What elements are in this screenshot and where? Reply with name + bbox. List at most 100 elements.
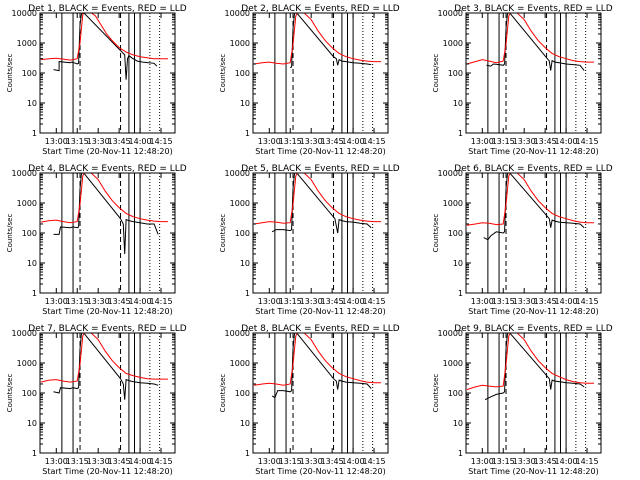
y-tick-label: 10 — [240, 259, 250, 268]
y-tick-label: 1 — [458, 449, 463, 458]
x-tick-label: 13:30 — [87, 457, 110, 466]
y-tick-label: 10000 — [12, 169, 37, 178]
y-tick-label: 100 — [235, 69, 250, 78]
y-tick-label: 10000 — [225, 329, 250, 338]
events-series-line — [271, 173, 372, 234]
x-tick-label: 14:15 — [150, 137, 173, 146]
y-tick-label: 10000 — [225, 169, 250, 178]
x-tick-label: 13:15 — [66, 137, 89, 146]
y-tick-label: 100 — [22, 389, 37, 398]
y-tick-label: 10 — [27, 259, 37, 268]
x-tick-label: 13:45 — [534, 457, 557, 466]
y-tick-label: 10 — [453, 259, 463, 268]
events-series-line — [483, 173, 585, 241]
panel-title: Det 2, BLACK = Events, RED = LLD — [241, 4, 400, 14]
panel-title: Det 8, BLACK = Events, RED = LLD — [241, 324, 400, 334]
x-tick-label: 13:00 — [258, 137, 281, 146]
x-tick-label: 13:45 — [321, 457, 344, 466]
x-tick-label: 13:45 — [534, 137, 557, 146]
plot-frame — [465, 332, 602, 454]
y-tick-label: 1 — [32, 129, 37, 138]
lld-series-line — [253, 333, 381, 386]
x-tick-label: 13:00 — [258, 297, 281, 306]
x-tick-label: 13:45 — [108, 137, 131, 146]
x-tick-label: 13:00 — [258, 457, 281, 466]
lld-series-line — [40, 13, 168, 61]
y-axis-label: Counts/sec — [219, 374, 227, 413]
y-tick-label: 1000 — [230, 39, 250, 48]
y-tick-label: 100 — [22, 229, 37, 238]
x-tick-label: 14:00 — [555, 457, 578, 466]
y-tick-label: 10000 — [438, 169, 463, 178]
lld-series-line — [40, 333, 168, 383]
y-axis-label: Counts/sec — [432, 54, 440, 93]
y-tick-label: 1 — [458, 129, 463, 138]
y-tick-label: 1 — [32, 289, 37, 298]
plot-frame — [465, 172, 602, 294]
y-tick-label: 10 — [27, 419, 37, 428]
y-tick-label: 1000 — [17, 39, 37, 48]
y-axis-label: Counts/sec — [6, 374, 14, 413]
lld-series-line — [466, 13, 594, 65]
y-axis-label: Counts/sec — [219, 214, 227, 253]
y-axis-label: Counts/sec — [6, 54, 14, 93]
y-tick-label: 1 — [245, 129, 250, 138]
x-tick-label: 14:00 — [129, 457, 152, 466]
x-tick-label: 13:00 — [45, 297, 68, 306]
x-tick-label: 14:15 — [576, 297, 599, 306]
x-tick-label: 13:15 — [66, 297, 89, 306]
panel-det-5: 1 10 100 1000 10000 13:0013:1513:3013:4514:00… — [219, 164, 400, 316]
y-tick-label: 10 — [453, 99, 463, 108]
plot-frame — [252, 172, 389, 294]
x-tick-label: 13:00 — [471, 137, 494, 146]
x-tick-label: 14:15 — [363, 297, 386, 306]
x-tick-label: 14:15 — [150, 297, 173, 306]
x-axis-label: Start Time (20-Nov-11 12:48:20) — [255, 467, 385, 476]
y-tick-label: 1000 — [230, 359, 250, 368]
x-tick-label: 14:00 — [555, 297, 578, 306]
panel-title: Det 7, BLACK = Events, RED = LLD — [28, 324, 187, 334]
events-series-line — [486, 13, 585, 71]
y-tick-label: 1000 — [443, 199, 463, 208]
events-series-line — [53, 13, 158, 80]
y-tick-label: 1000 — [17, 359, 37, 368]
y-tick-label: 10000 — [438, 9, 463, 18]
x-tick-label: 13:00 — [45, 457, 68, 466]
panel-det-3: 1 10 100 1000 10000 13:0013:1513:3013:4514:00… — [432, 4, 613, 156]
y-tick-label: 1 — [32, 449, 37, 458]
y-tick-label: 100 — [22, 69, 37, 78]
x-tick-label: 14:15 — [363, 457, 386, 466]
y-tick-label: 1000 — [17, 199, 37, 208]
x-tick-label: 13:30 — [513, 137, 536, 146]
y-tick-label: 1000 — [230, 199, 250, 208]
events-series-line — [271, 333, 372, 399]
x-axis-label: Start Time (20-Nov-11 12:48:20) — [468, 467, 598, 476]
y-tick-label: 10000 — [225, 9, 250, 18]
x-tick-label: 13:30 — [513, 457, 536, 466]
x-axis-label: Start Time (20-Nov-11 12:48:20) — [42, 147, 172, 156]
y-tick-label: 100 — [448, 69, 463, 78]
x-tick-label: 13:45 — [108, 297, 131, 306]
panel-det-1: 1 10 100 1000 10000 13:0013:1513:3013:4514:00… — [6, 4, 187, 156]
y-tick-label: 10 — [240, 99, 250, 108]
panel-det-6: 1 10 100 1000 10000 13:0013:1513:3013:4514:00… — [432, 164, 613, 316]
y-axis-label: Counts/sec — [219, 54, 227, 93]
plot-frame — [39, 332, 176, 454]
panel-det-8: 1 10 100 1000 10000 13:0013:1513:3013:4514:00… — [219, 324, 400, 476]
panel-det-4: 1 10 100 1000 10000 13:0013:1513:3013:4514:00… — [6, 164, 187, 316]
panel-title: Det 9, BLACK = Events, RED = LLD — [454, 324, 613, 334]
x-tick-label: 13:30 — [87, 297, 110, 306]
y-tick-label: 10 — [453, 419, 463, 428]
y-axis-label: Counts/sec — [432, 374, 440, 413]
y-tick-label: 1000 — [443, 359, 463, 368]
y-tick-label: 10 — [240, 419, 250, 428]
x-tick-label: 13:00 — [471, 457, 494, 466]
panel-title: Det 5, BLACK = Events, RED = LLD — [241, 164, 400, 174]
y-tick-label: 10000 — [12, 9, 37, 18]
lld-series-line — [253, 173, 381, 225]
events-series-line — [289, 13, 372, 69]
y-tick-label: 10 — [27, 99, 37, 108]
events-series-line — [53, 173, 159, 255]
x-tick-label: 13:15 — [66, 457, 89, 466]
